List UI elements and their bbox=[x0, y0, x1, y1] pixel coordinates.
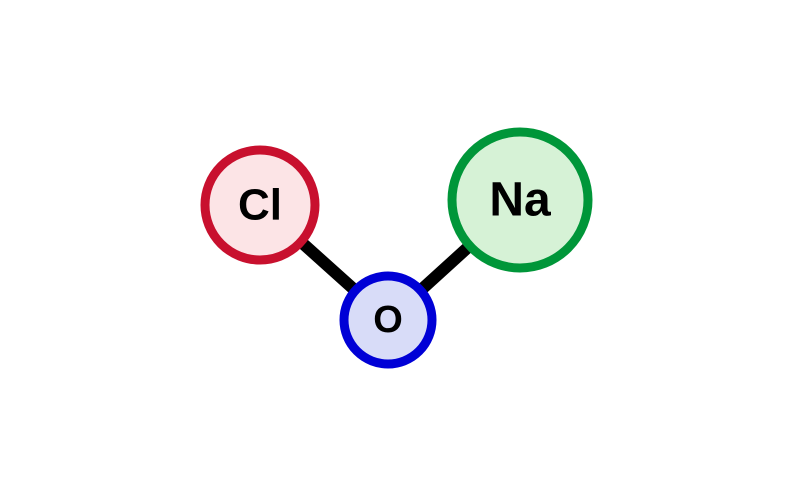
molecule-diagram: Cl Na O bbox=[0, 0, 800, 500]
atom-cl: Cl bbox=[205, 150, 315, 260]
atom-o: O bbox=[344, 276, 432, 364]
atom-na: Na bbox=[452, 132, 588, 268]
atom-cl-label: Cl bbox=[238, 181, 282, 230]
atom-o-label: O bbox=[373, 299, 403, 341]
atom-na-label: Na bbox=[489, 174, 551, 227]
